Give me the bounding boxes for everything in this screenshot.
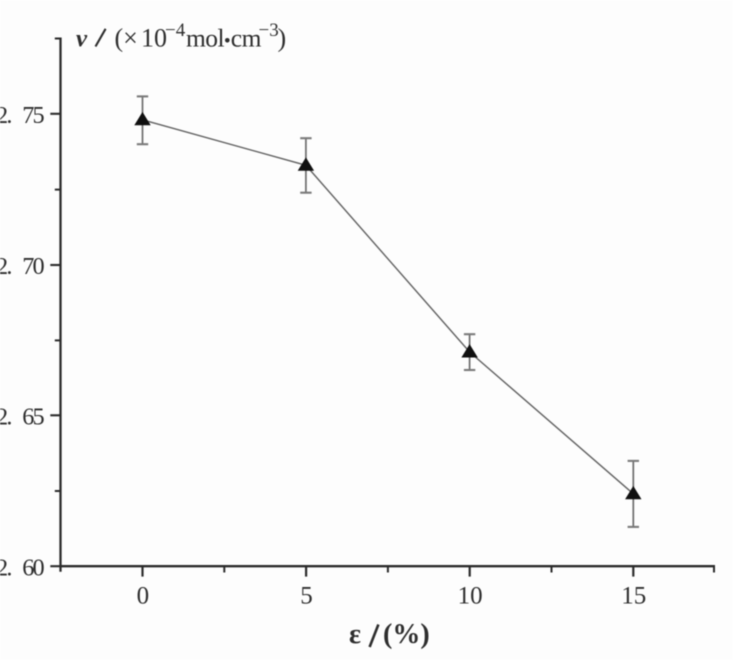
- svg-text:10: 10: [458, 583, 483, 610]
- svg-text:2.: 2.: [0, 253, 11, 280]
- svg-text:2.: 2.: [0, 404, 11, 431]
- svg-text:2.: 2.: [0, 554, 11, 581]
- svg-text:0: 0: [137, 583, 150, 610]
- svg-text:15: 15: [621, 583, 646, 610]
- svg-text:65: 65: [22, 404, 44, 431]
- svg-text:ε(%): ε (%): [349, 619, 430, 650]
- svg-text:75: 75: [22, 102, 44, 129]
- svg-text:70: 70: [22, 253, 44, 280]
- svg-text:5: 5: [300, 583, 313, 610]
- svg-text:2.: 2.: [0, 102, 11, 129]
- svg-text:60: 60: [22, 554, 44, 581]
